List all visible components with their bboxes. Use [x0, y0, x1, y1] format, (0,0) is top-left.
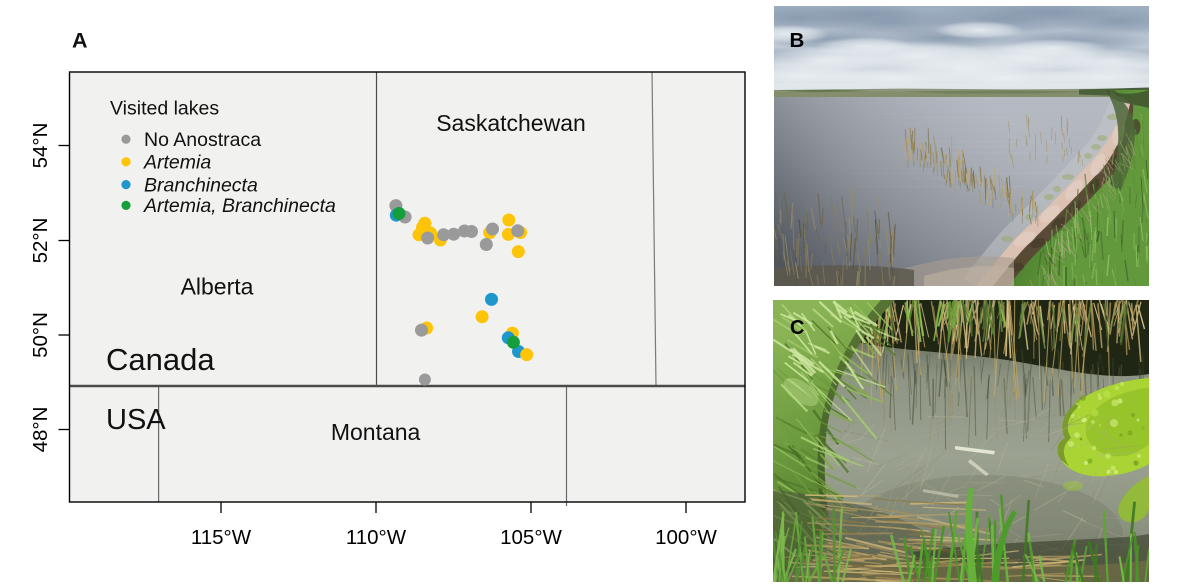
svg-text:Artemia: Artemia [143, 152, 211, 174]
svg-text:100°W: 100°W [655, 526, 717, 549]
svg-text:Canada: Canada [106, 342, 215, 377]
svg-text:Saskatchewan: Saskatchewan [436, 110, 586, 136]
svg-text:No Anostraca: No Anostraca [144, 129, 261, 151]
svg-text:110°W: 110°W [346, 526, 407, 549]
svg-text:C: C [790, 317, 804, 339]
svg-text:48°N: 48°N [29, 407, 52, 453]
svg-text:105°W: 105°W [500, 526, 562, 549]
svg-text:USA: USA [106, 404, 166, 436]
svg-text:50°N: 50°N [29, 312, 52, 358]
svg-text:115°W: 115°W [191, 526, 252, 549]
svg-text:B: B [790, 29, 805, 52]
svg-text:Montana: Montana [331, 419, 421, 445]
svg-text:Artemia, Branchinecta: Artemia, Branchinecta [143, 195, 336, 217]
svg-text:A: A [72, 29, 88, 53]
svg-text:Alberta: Alberta [181, 274, 254, 300]
svg-text:Branchinecta: Branchinecta [144, 174, 258, 196]
svg-text:52°N: 52°N [29, 218, 52, 264]
svg-text:54°N: 54°N [29, 123, 52, 169]
svg-text:Visited lakes: Visited lakes [110, 98, 219, 120]
